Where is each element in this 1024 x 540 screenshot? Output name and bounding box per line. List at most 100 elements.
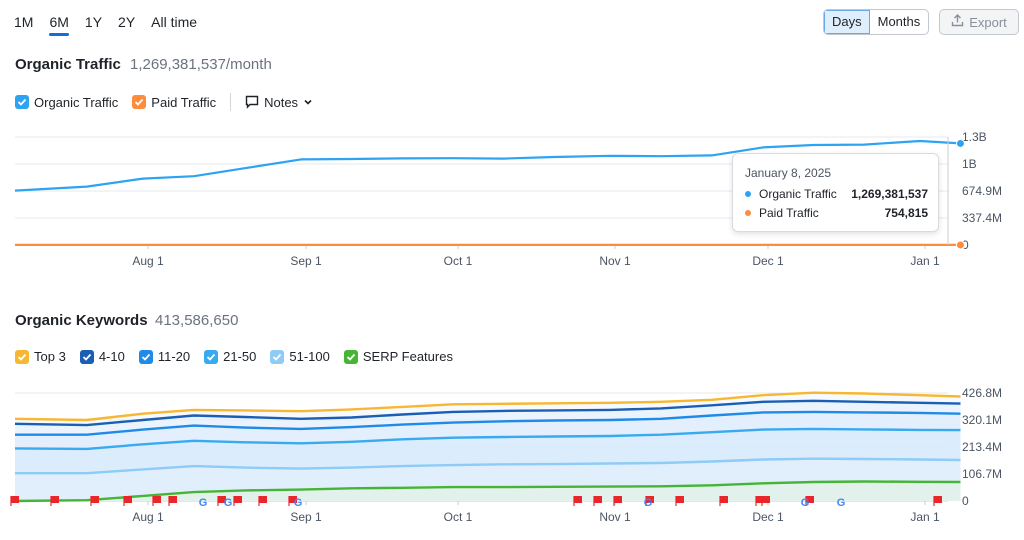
note-flag-icon (234, 496, 242, 503)
notes-dropdown[interactable]: Notes (245, 95, 313, 110)
keywords-y-tick-label: 320.1M (962, 413, 1002, 427)
legend-51-100[interactable]: 51-100 (270, 349, 330, 364)
legend-label: SERP Features (362, 349, 453, 364)
period-tab-1y[interactable]: 1Y (84, 14, 103, 30)
note-flag-icon (289, 496, 297, 503)
series-line-4-10 (14, 399, 961, 427)
legend-organic-traffic[interactable]: Organic Traffic (15, 95, 118, 110)
note-flag-icon (934, 496, 942, 503)
note-flag-icon (574, 496, 582, 503)
tooltip-row-paid: Paid Traffic 754,815 (745, 206, 928, 220)
series-area-serp-features (15, 481, 961, 501)
legend-paid-traffic[interactable]: Paid Traffic (132, 95, 216, 110)
traffic-y-tick-label: 0 (962, 238, 969, 252)
note-flag-icon (218, 496, 226, 503)
legend-serp-features[interactable]: SERP Features (343, 349, 453, 364)
series-line-serp-features (14, 480, 961, 503)
tooltip-value: 754,815 (884, 206, 928, 220)
traffic-tooltip: January 8, 2025 Organic Traffic 1,269,38… (732, 153, 939, 232)
series-point-organic-traffic (955, 138, 965, 148)
keywords-value: 413,586,650 (155, 312, 239, 329)
note-flag-icon (614, 496, 622, 503)
granularity-toggle: Days Months (823, 9, 930, 35)
traffic-x-tick-label: Nov 1 (599, 254, 631, 268)
period-tab-6m[interactable]: 6M (49, 12, 70, 36)
period-tabs: 1M 6M 1Y 2Y All time (14, 12, 213, 38)
note-flag-icon (259, 496, 267, 503)
chevron-down-icon (303, 97, 313, 107)
legend-label: 51-100 (289, 349, 330, 364)
tooltip-date: January 8, 2025 (745, 166, 832, 180)
note-icon (245, 95, 259, 109)
period-tab-2y[interactable]: 2Y (118, 14, 136, 30)
google-update-icon: G (837, 497, 846, 509)
tooltip-label: Paid Traffic (759, 206, 819, 220)
tooltip-label: Organic Traffic (759, 187, 837, 201)
traffic-x-tick-label: Dec 1 (752, 254, 784, 268)
keywords-y-tick-label: 213.4M (962, 440, 1002, 454)
legend-label: 4-10 (98, 349, 125, 364)
series-line-11-20 (15, 410, 961, 436)
note-flag-icon (676, 496, 684, 503)
traffic-y-tick-label: 674.9M (962, 184, 1002, 198)
note-flag-icon (153, 496, 161, 503)
tooltip-value: 1,269,381,537 (851, 187, 928, 201)
google-update-icon: G (294, 497, 303, 509)
legend-label: Organic Traffic (34, 94, 119, 110)
period-tab-all-time[interactable]: All time (151, 14, 198, 30)
google-update-icon: G (199, 497, 208, 509)
traffic-y-tick-label: 337.4M (962, 211, 1002, 225)
series-line-organic-traffic (14, 139, 961, 192)
keywords-x-tick-label: Jan 1 (910, 510, 940, 524)
export-button[interactable]: Export (939, 9, 1019, 35)
checkbox-icon (138, 349, 153, 364)
traffic-value: 1,269,381,537/month (130, 56, 272, 73)
series-line-51-100 (15, 457, 961, 475)
tooltip-dot (745, 210, 751, 216)
checkbox-icon (343, 349, 358, 364)
checkbox-icon (132, 95, 147, 109)
google-update-icon: G (801, 497, 810, 509)
traffic-x-tick-label: Aug 1 (132, 254, 164, 268)
keywords-y-tick-label: 426.8M (962, 386, 1002, 400)
legend-label: Paid Traffic (151, 94, 217, 110)
series-area-21-50 (15, 428, 961, 501)
traffic-y-tick-label: 1B (962, 157, 977, 171)
legend-label: 21-50 (223, 349, 257, 364)
note-flag-icon (594, 496, 602, 503)
traffic-legend: Organic Traffic Paid Traffic Notes (15, 93, 313, 111)
keywords-x-tick-label: Aug 1 (132, 510, 164, 524)
checkbox-icon (270, 349, 285, 364)
legend-label: 11-20 (157, 349, 191, 364)
series-line-21-50 (14, 427, 961, 451)
organic-traffic-chart: 1.3B 1B 674.9M 337.4M 0 Aug 1 Sep 1 Oct 1 Nov 1 D… (14, 130, 1002, 268)
period-tab-1m[interactable]: 1M (14, 14, 34, 30)
traffic-x-tick-label: Oct 1 (444, 254, 473, 268)
keywords-x-tick-label: Dec 1 (752, 510, 784, 524)
traffic-x-tick-label: Sep 1 (290, 254, 322, 268)
checkbox-icon (79, 349, 94, 364)
days-button[interactable]: Days (824, 10, 870, 34)
note-flag-icon (806, 496, 814, 503)
traffic-title: Organic Traffic (15, 56, 121, 73)
series-line-top-3 (14, 391, 961, 422)
export-icon (951, 14, 964, 30)
traffic-x-tick-label: Jan 1 (910, 254, 940, 268)
note-flag-icon (762, 496, 770, 503)
note-flag-icon (51, 496, 59, 503)
checkbox-icon (15, 95, 29, 109)
tooltip-dot (745, 191, 751, 197)
google-update-icon: G (644, 497, 653, 509)
google-update-icon: G (224, 497, 233, 509)
legend-top-3[interactable]: Top 3 (15, 349, 66, 364)
tooltip-row-organic: Organic Traffic 1,269,381,537 (745, 187, 928, 201)
legend-21-50[interactable]: 21-50 (204, 349, 256, 364)
series-area-51-100 (15, 458, 961, 501)
notes-label: Notes (264, 94, 299, 110)
legend-11-20[interactable]: 11-20 (138, 349, 191, 364)
note-flag-icon (11, 496, 19, 503)
keywords-x-tick-label: Nov 1 (599, 510, 631, 524)
legend-4-10[interactable]: 4-10 (79, 349, 125, 364)
export-label: Export (969, 14, 1007, 30)
months-button[interactable]: Months (877, 14, 921, 29)
